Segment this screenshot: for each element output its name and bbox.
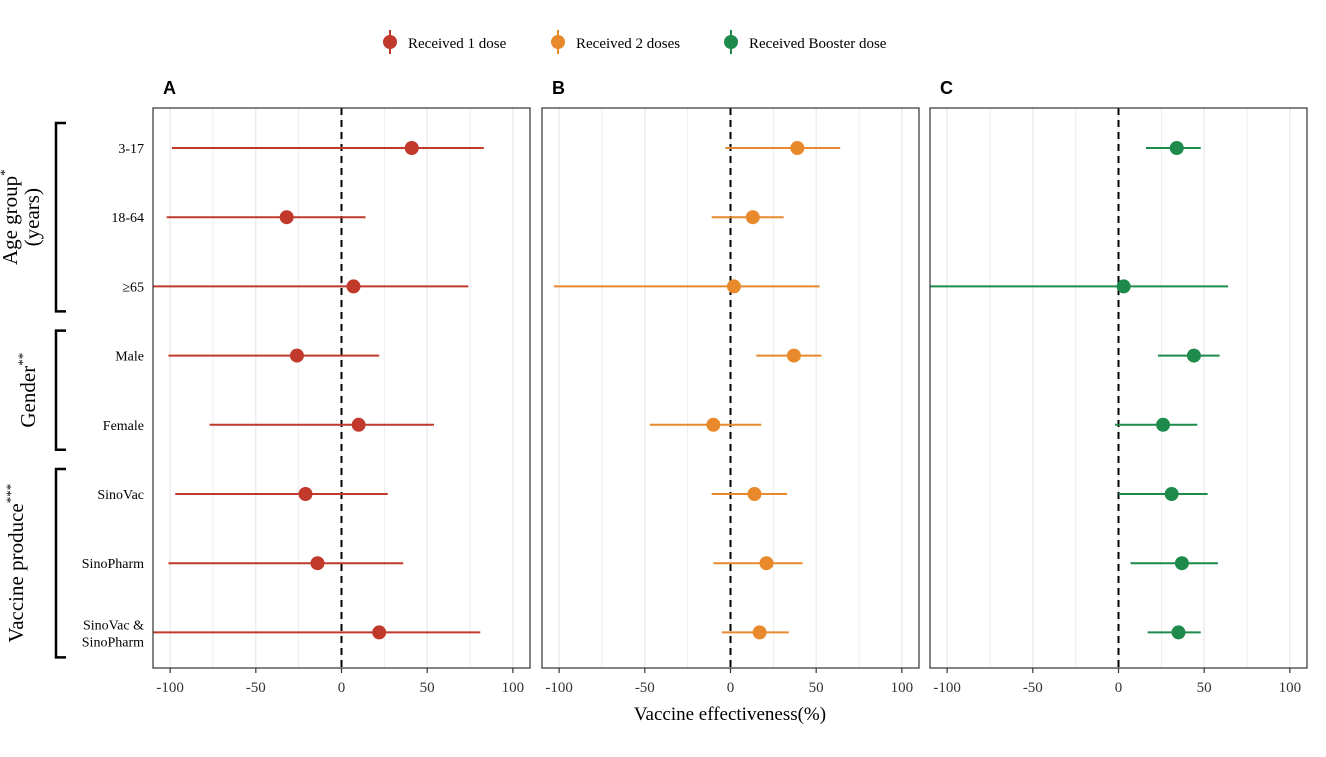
x-tick-label: -100: [933, 680, 961, 696]
panel-marks: [930, 141, 1229, 640]
panel-b: B -100 -50 0 50 100: [541, 78, 920, 696]
row-labels: 3-17 18-64 ≥65 Male Female SinoVac SinoPharm Si…: [82, 142, 144, 650]
group-bracket: [54, 467, 66, 659]
panels: A -100 -50 0 50 100 B -100 -50 0 50 100 C -100 -50 0 50 1…: [152, 78, 1308, 696]
x-tick-label: 100: [891, 680, 914, 696]
estimate-point: [346, 279, 361, 294]
x-axis-label: Vaccine effectiveness(%): [634, 704, 826, 725]
legend-key-point: [724, 35, 738, 49]
estimate-point: [759, 556, 774, 571]
x-tick-label: -50: [635, 680, 655, 696]
row-label: Female: [103, 419, 144, 434]
row-label: Male: [115, 350, 144, 365]
row-label: SinoPharm: [82, 635, 144, 650]
legend-key-point: [551, 35, 565, 49]
estimate-point: [790, 141, 805, 155]
estimate-point: [747, 487, 762, 501]
group-bracket: [54, 329, 66, 452]
legend-entry-2: Received 2 doses: [551, 30, 680, 54]
estimate-point: [404, 141, 419, 155]
panel-marks: [153, 141, 484, 640]
estimate-point: [372, 625, 387, 640]
estimate-point: [298, 487, 313, 501]
row-label: SinoVac: [97, 488, 144, 503]
estimate-point: [351, 417, 366, 432]
x-tick-label: 0: [727, 680, 735, 696]
panel-a: A -100 -50 0 50 100: [152, 78, 531, 696]
x-tick-label: 100: [1279, 680, 1302, 696]
group-label: Vaccine produce***: [3, 484, 28, 643]
estimate-point: [1116, 279, 1131, 294]
group-labels: Age group*(years) Gender** Vaccine produce…: [0, 121, 66, 659]
estimate-point: [786, 348, 801, 363]
estimate-point: [706, 417, 721, 432]
x-tick-label: -50: [1023, 680, 1043, 696]
x-tick-label: 50: [1197, 680, 1212, 696]
panel-marks: [553, 141, 841, 640]
x-tick-label: -50: [246, 680, 266, 696]
legend-label: Received Booster dose: [749, 36, 887, 52]
x-tick-label: -100: [545, 680, 573, 696]
estimate-point: [289, 348, 304, 363]
estimate-point: [310, 556, 325, 571]
panel-letter: C: [940, 78, 953, 98]
group-label-line2: (years): [20, 188, 44, 246]
estimate-point: [279, 210, 294, 225]
row-label: 3-17: [118, 142, 144, 157]
legend-key-point: [383, 35, 397, 49]
legend-entry-1: Received 1 dose: [383, 30, 507, 54]
row-label: 18-64: [111, 211, 144, 226]
legend-label: Received 1 dose: [408, 36, 507, 52]
panel-letter: B: [552, 78, 565, 98]
group-label: Gender**: [15, 353, 40, 428]
estimate-point: [752, 625, 767, 640]
estimate-point: [1171, 625, 1186, 640]
row-label: SinoPharm: [82, 557, 144, 572]
estimate-point: [1164, 487, 1179, 501]
estimate-point: [1156, 417, 1171, 432]
estimate-point: [745, 210, 760, 225]
legend: Received 1 dose Received 2 doses Received …: [383, 30, 887, 54]
estimate-point: [1169, 141, 1184, 155]
legend-entry-3: Received Booster dose: [724, 30, 887, 54]
x-tick-label: 50: [809, 680, 824, 696]
x-tick-label: 0: [1115, 680, 1123, 696]
row-label: SinoVac &: [83, 618, 144, 633]
x-tick-label: 0: [338, 680, 346, 696]
legend-label: Received 2 doses: [576, 36, 680, 52]
estimate-point: [1174, 556, 1189, 571]
x-tick-label: 50: [420, 680, 435, 696]
x-tick-label: 100: [502, 680, 525, 696]
group-label: Age group*: [0, 169, 22, 265]
panel-letter: A: [163, 78, 176, 98]
panel-c: C -100 -50 0 50 100: [929, 78, 1308, 696]
row-label: ≥65: [122, 280, 144, 295]
x-tick-label: -100: [156, 680, 184, 696]
group-bracket: [54, 121, 66, 313]
estimate-point: [726, 279, 741, 294]
estimate-point: [1186, 348, 1201, 363]
